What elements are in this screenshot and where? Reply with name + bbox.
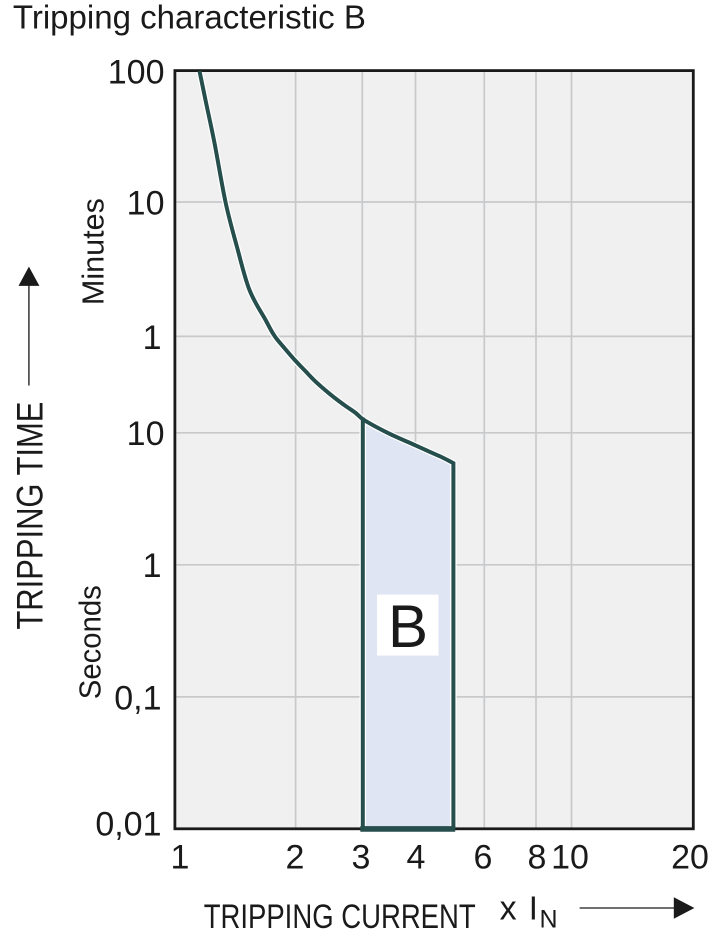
svg-text:N: N xyxy=(540,906,558,934)
svg-text:10: 10 xyxy=(127,184,165,222)
svg-text:1: 1 xyxy=(143,547,162,585)
svg-text:2: 2 xyxy=(286,839,305,877)
svg-text:0,1: 0,1 xyxy=(114,679,161,717)
svg-text:3: 3 xyxy=(352,839,371,877)
svg-text:1: 1 xyxy=(171,839,190,877)
svg-text:6: 6 xyxy=(474,839,493,877)
svg-text:Tripping characteristic B: Tripping characteristic B xyxy=(13,0,366,37)
svg-text:20: 20 xyxy=(671,839,709,877)
svg-text:Minutes: Minutes xyxy=(76,198,110,305)
svg-text:TRIPPING CURRENT: TRIPPING CURRENT xyxy=(204,898,476,936)
svg-text:TRIPPING TIME: TRIPPING TIME xyxy=(10,402,51,630)
svg-text:4: 4 xyxy=(407,839,426,877)
svg-text:I: I xyxy=(529,890,538,927)
svg-text:1: 1 xyxy=(143,319,162,357)
svg-text:B: B xyxy=(388,593,428,660)
svg-text:0,01: 0,01 xyxy=(95,805,161,843)
svg-text:10: 10 xyxy=(551,839,589,877)
svg-text:100: 100 xyxy=(108,53,165,91)
svg-text:x: x xyxy=(500,890,517,928)
svg-text:10: 10 xyxy=(127,415,165,453)
svg-text:Seconds: Seconds xyxy=(74,585,108,699)
svg-text:8: 8 xyxy=(528,839,547,877)
